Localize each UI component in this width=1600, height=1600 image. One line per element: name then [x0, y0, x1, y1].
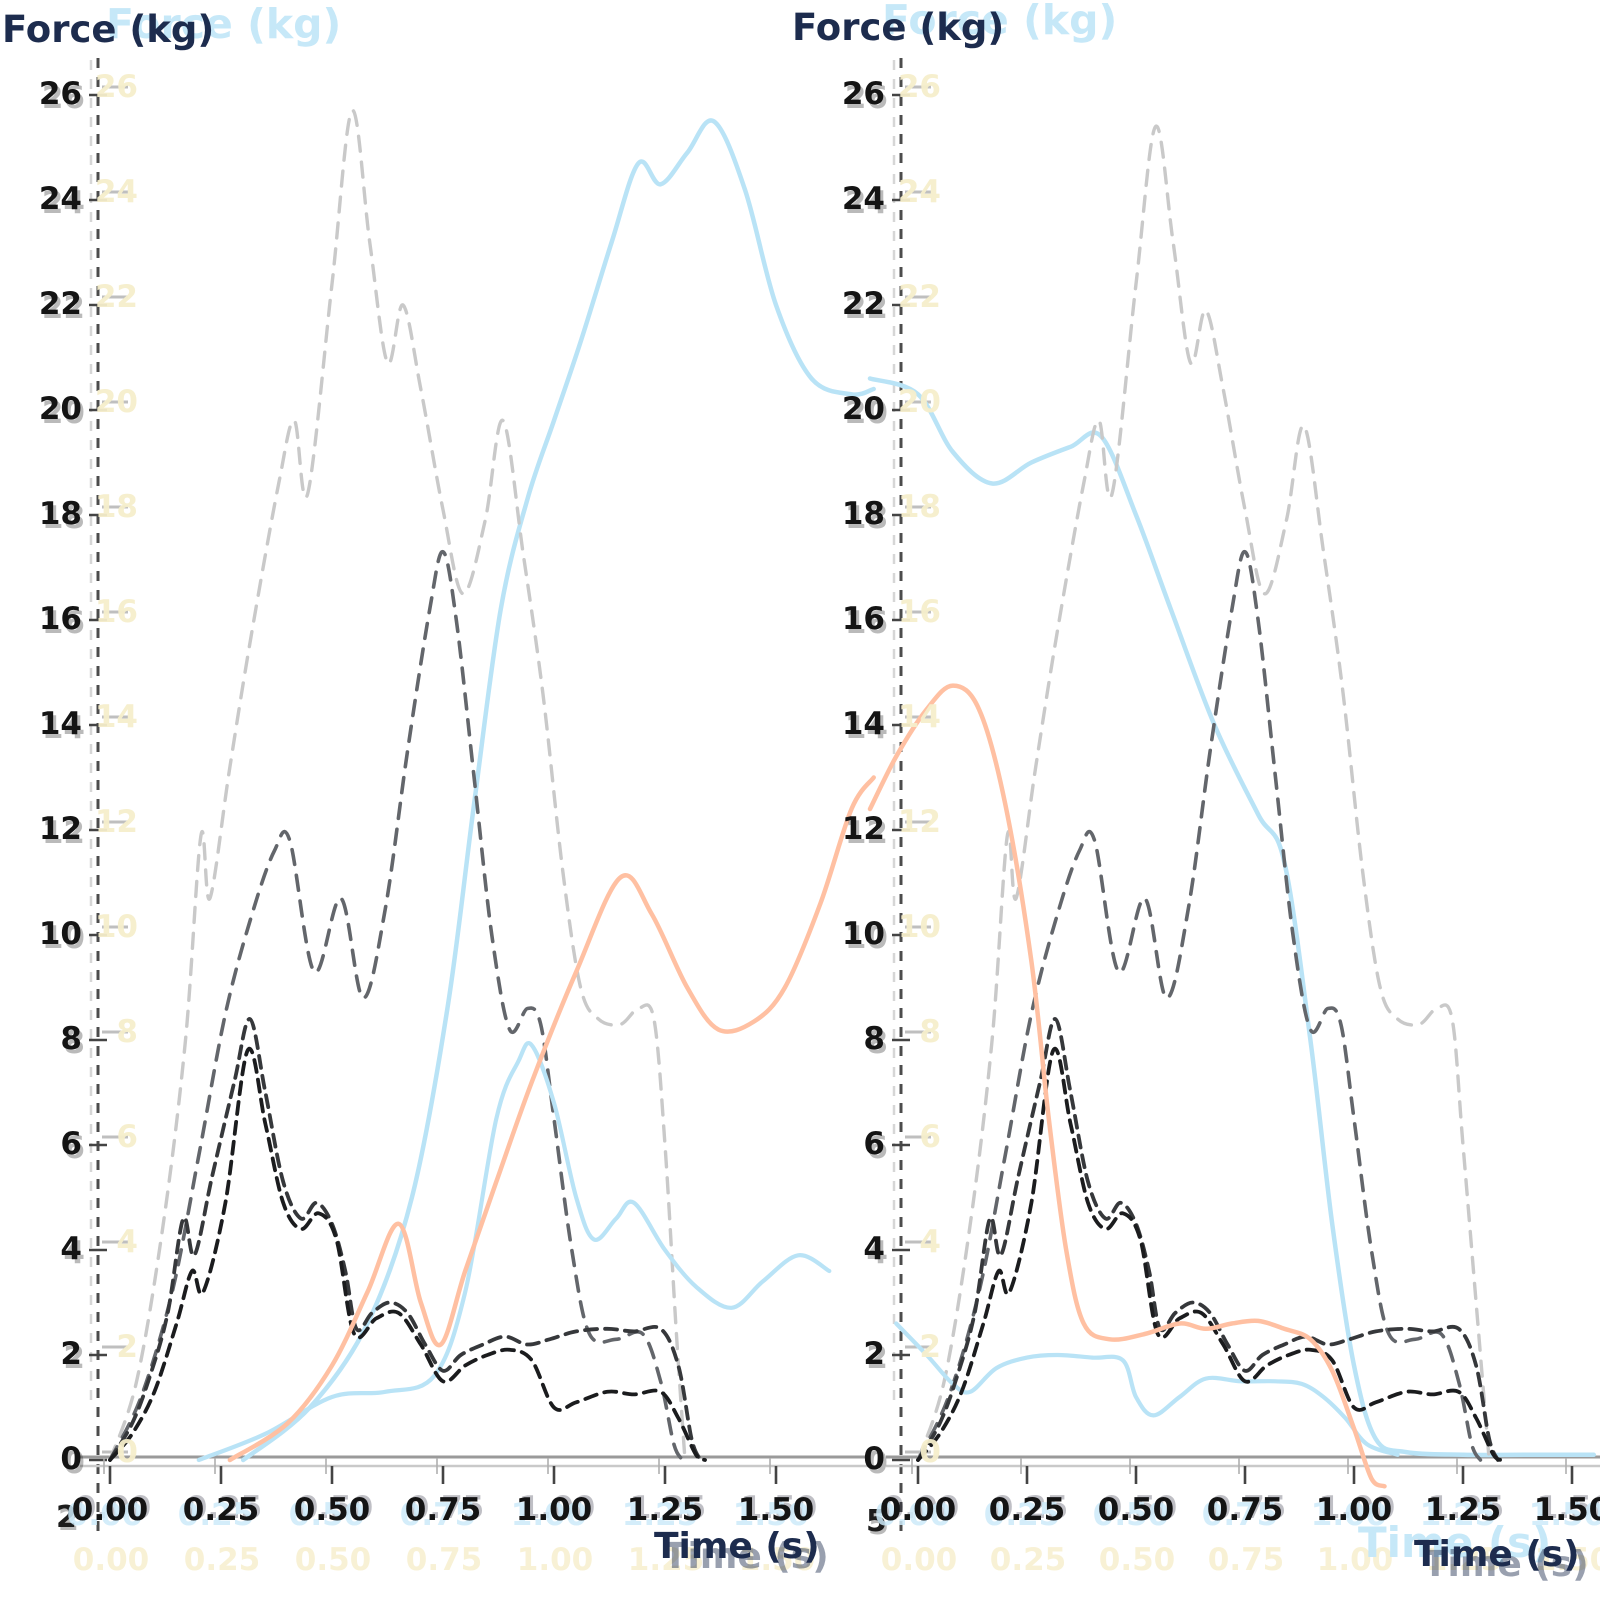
left-x-tick-label: 1.25 [626, 1492, 704, 1528]
right-y-tick-label: 18 [841, 496, 885, 532]
left-y-tick-label: 0 [60, 1441, 82, 1477]
left-y-tick-label: 26 [38, 76, 82, 112]
right-y-tick-label: 24 [841, 181, 885, 217]
left-series-solid-lightblue-main [240, 118, 876, 1463]
left-x-tick-label: 0.50 [293, 1492, 371, 1528]
right-x-tick-label: 0.25 [988, 1492, 1066, 1528]
left-y-tick-label: 16 [38, 601, 82, 637]
left-series-solid-orange [227, 775, 876, 1463]
right-x-tick-label: 0.75 [1206, 1492, 1284, 1528]
left-y-tick-label: 10 [38, 916, 82, 952]
right-x-tick-label: 1.25 [1424, 1492, 1502, 1528]
right-y-tick-label: 26 [841, 76, 885, 112]
right-series-solid-orange [867, 683, 1387, 1489]
right-x-tick-label: 0.00 [879, 1492, 957, 1528]
right-series-dashed-gray-dark [916, 1017, 1500, 1462]
right-y-tick-label: 12 [841, 811, 885, 847]
right-series-dashed-gray-lightest [916, 124, 1491, 1462]
right-y-tick-label: 16 [841, 601, 885, 637]
left-x-axis-label: Time (s) [654, 1526, 820, 1567]
right-x-axis-label-ghost: Time (s) [1358, 1518, 1552, 1567]
right-y-tick-label: 6 [863, 1126, 885, 1162]
right-series-solid-lightblue-secondary [894, 1321, 1400, 1457]
left-stray-label: 2 [56, 1500, 77, 1535]
left-y-tick-label: 22 [38, 286, 82, 322]
right-y-tick-label: 4 [863, 1231, 885, 1267]
right-y-tick-label: 10 [841, 916, 885, 952]
right-y-tick-label: 14 [841, 706, 885, 742]
right-y-tick-label: 0 [863, 1441, 885, 1477]
right-panel-title-ghost: Force (kg) [882, 0, 1118, 44]
right-y-tick-label: 22 [841, 286, 885, 322]
left-y-tick-label: 6 [60, 1126, 82, 1162]
left-y-tick-label: 8 [60, 1021, 82, 1057]
right-y-tick-label: 20 [841, 391, 885, 427]
left-x-tick-label: 0.00 [71, 1492, 149, 1528]
left-y-tick-label: 14 [38, 706, 82, 742]
right-y-tick-label: 8 [863, 1021, 885, 1057]
left-panel-title-ghost: Force (kg) [106, 0, 342, 48]
left-series-solid-lightblue-secondary [196, 1040, 832, 1463]
left-series-dashed-gray-medium [108, 549, 685, 1462]
left-series-dashed-gray-darkest [108, 1046, 707, 1462]
right-x-axis-label: Time (s) [1414, 1534, 1580, 1575]
left-y-tick-label: 20 [38, 391, 82, 427]
right-stray-label: 5 [866, 1504, 887, 1539]
right-x-tick-label: 0.50 [1097, 1492, 1175, 1528]
right-series-dashed-gray-medium [916, 549, 1483, 1462]
left-series-dashed-gray-lightest [108, 109, 687, 1462]
left-y-tick-label: 2 [60, 1336, 82, 1372]
right-panel-title: Force (kg) [792, 6, 1005, 49]
right-series-solid-lightblue-main [867, 376, 1597, 1458]
right-series-dashed-gray-darkest [916, 1046, 1505, 1462]
left-x-tick-label: 1.50 [737, 1492, 815, 1528]
right-x-tick-label: 1.50 [1533, 1492, 1600, 1528]
right-x-tick-label: 1.00 [1315, 1492, 1393, 1528]
right-y-tick-label: 2 [863, 1336, 885, 1372]
left-x-tick-label: 0.25 [182, 1492, 260, 1528]
left-y-tick-label: 24 [38, 181, 82, 217]
left-y-tick-label: 12 [38, 811, 82, 847]
left-series-dashed-gray-dark [108, 1017, 703, 1462]
left-y-tick-label: 18 [38, 496, 82, 532]
left-y-tick-label: 4 [60, 1231, 82, 1267]
left-x-tick-label: 0.75 [404, 1492, 482, 1528]
left-panel-title: Force (kg) [2, 8, 215, 51]
left-x-tick-label: 1.00 [515, 1492, 593, 1528]
